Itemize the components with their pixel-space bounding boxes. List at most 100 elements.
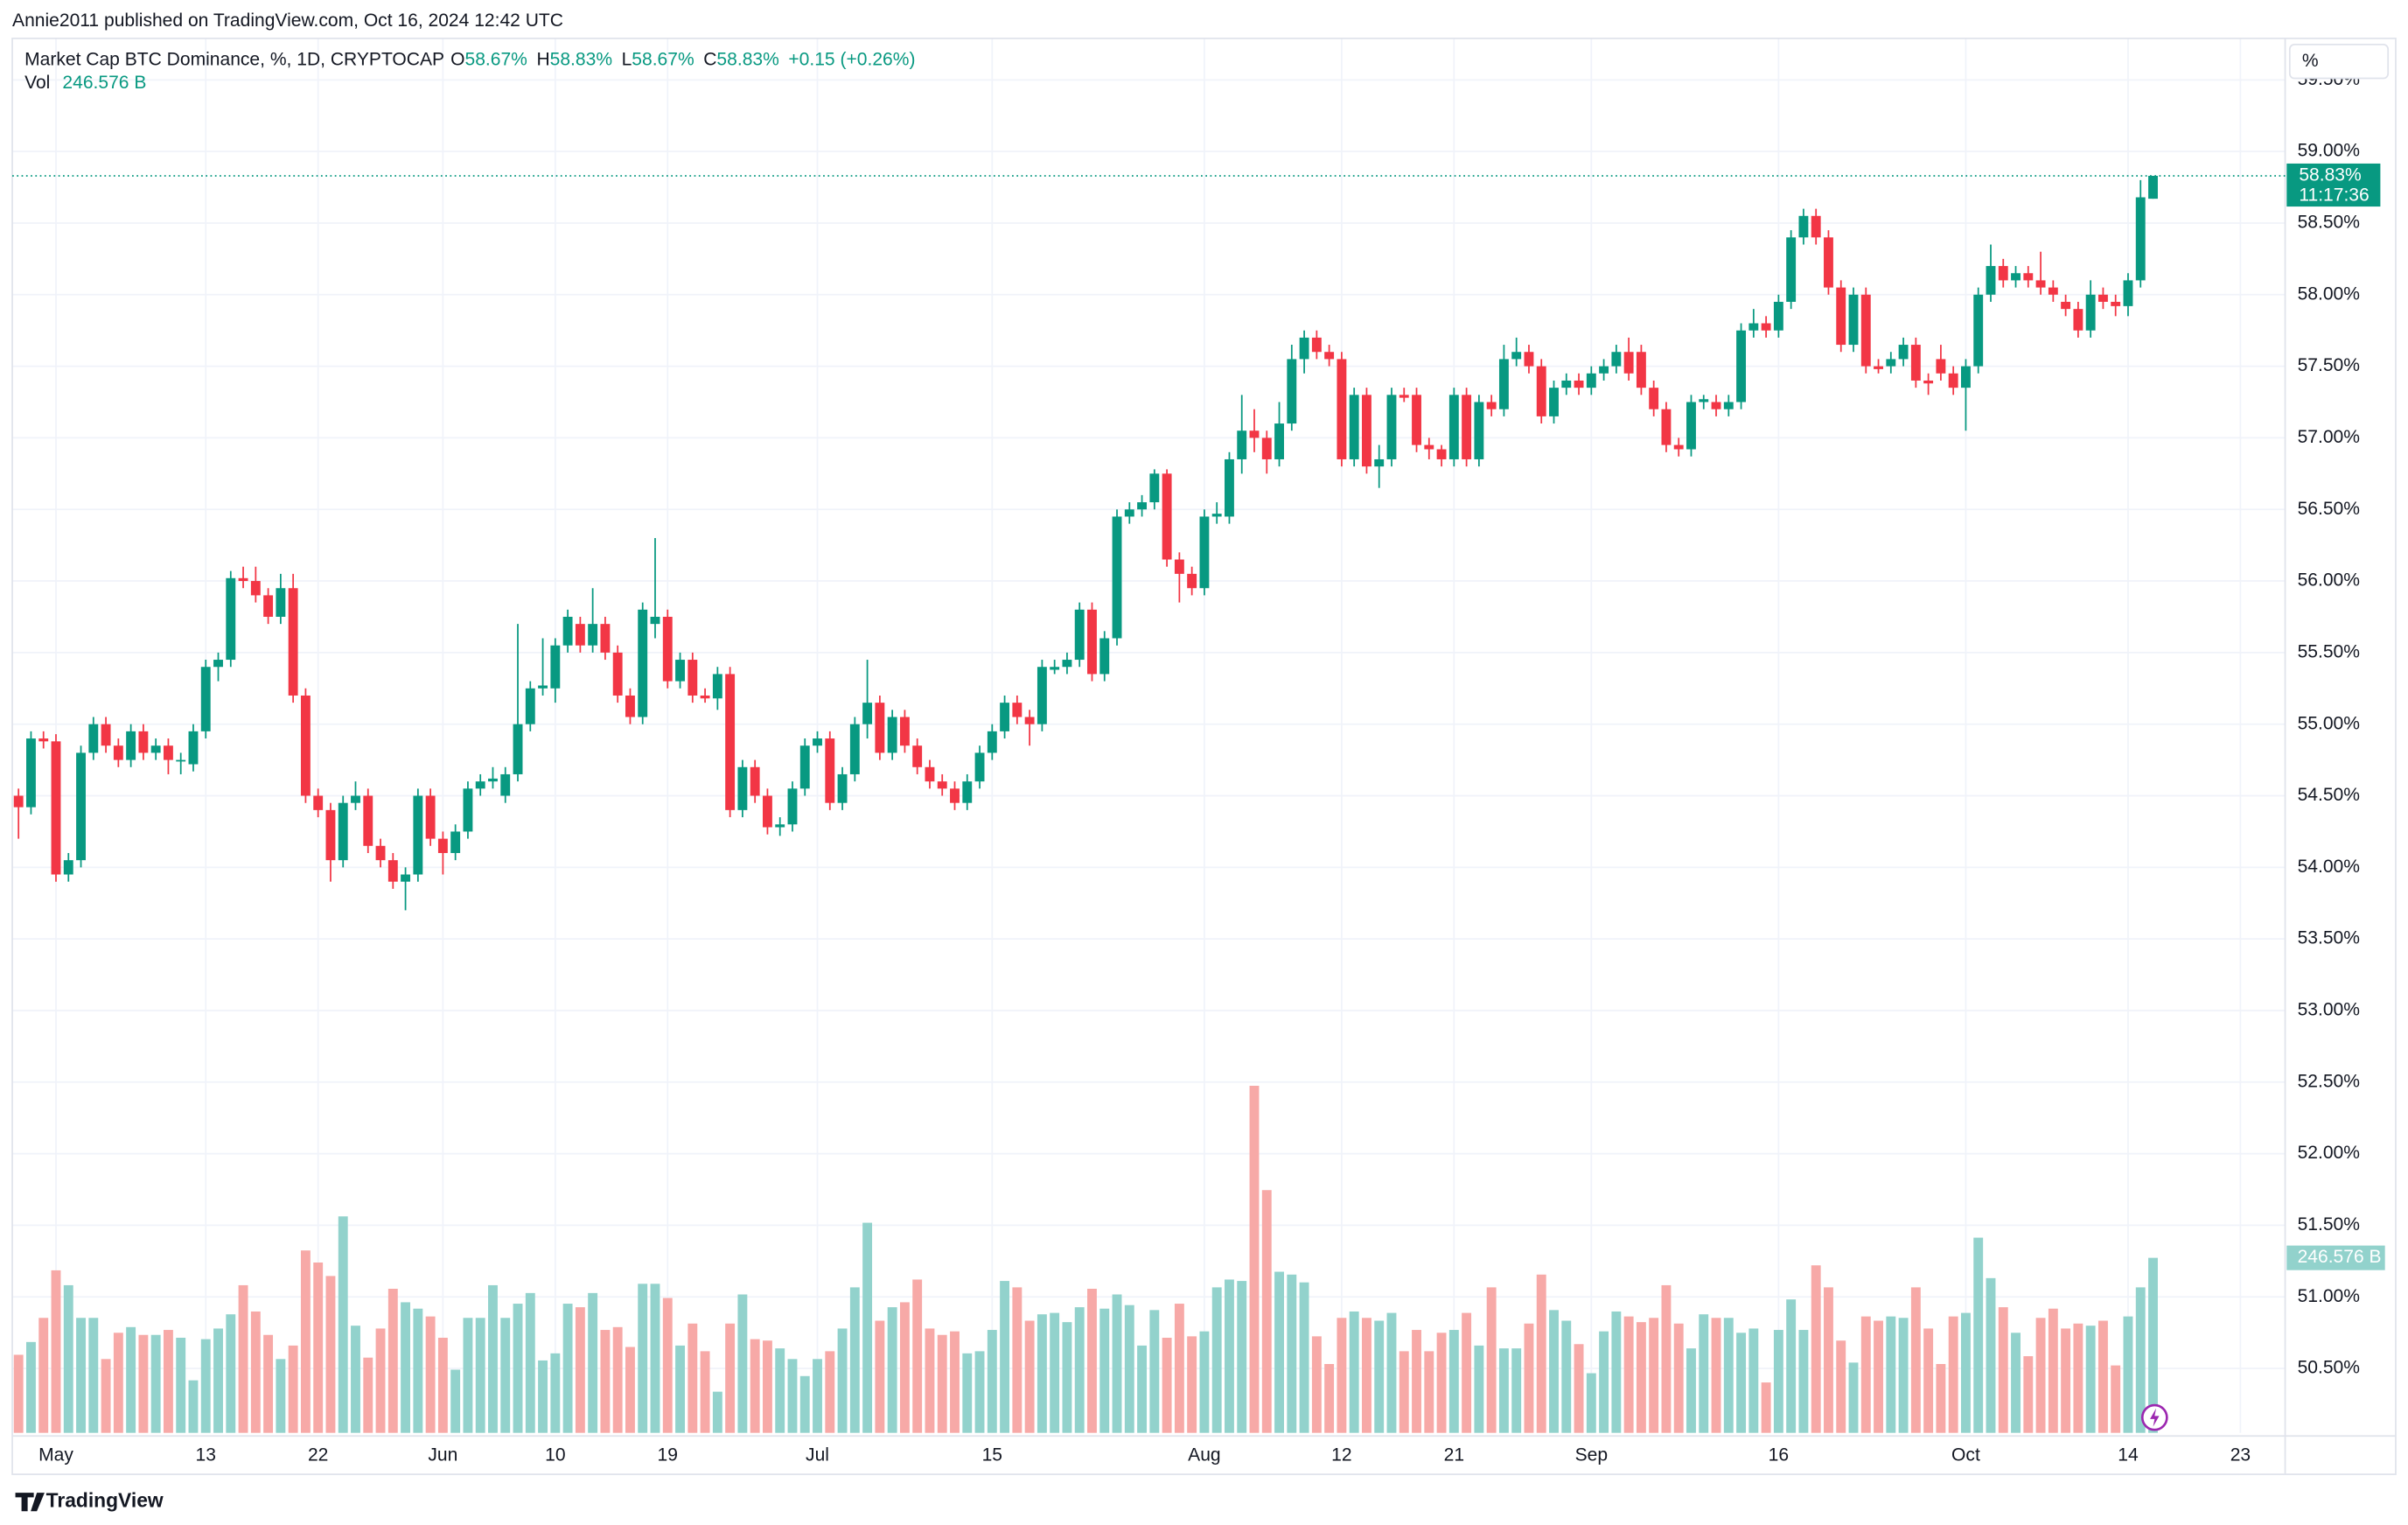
volume-bar bbox=[1549, 1310, 1559, 1433]
y-tick-label: 51.00% bbox=[2298, 1286, 2360, 1306]
volume-bar bbox=[2073, 1323, 2083, 1433]
volume-bar bbox=[1786, 1299, 1797, 1433]
candle-body bbox=[1386, 395, 1397, 459]
candle-body bbox=[375, 845, 386, 861]
volume-bar bbox=[1524, 1323, 1534, 1433]
candle-body bbox=[962, 781, 973, 803]
candle-body bbox=[238, 577, 248, 582]
y-tick-label: 59.00% bbox=[2298, 141, 2360, 161]
legend-h-label: H bbox=[536, 49, 549, 69]
candle-body bbox=[588, 624, 598, 646]
candle-body bbox=[351, 795, 360, 803]
volume-bar bbox=[200, 1339, 211, 1433]
candle-body bbox=[675, 660, 685, 682]
volume-bar bbox=[525, 1292, 535, 1433]
y-tick-label: 57.00% bbox=[2298, 427, 2360, 447]
candle-body bbox=[2148, 175, 2158, 199]
candle-body bbox=[1686, 402, 1696, 450]
volume-bar bbox=[700, 1351, 710, 1433]
volume-bar bbox=[1174, 1304, 1184, 1433]
candle-body bbox=[1699, 399, 1709, 402]
candles bbox=[13, 175, 2158, 911]
candle-body bbox=[2085, 294, 2096, 331]
volume-bar bbox=[675, 1345, 685, 1433]
candle-body bbox=[226, 577, 236, 661]
candle-body bbox=[150, 745, 161, 753]
scale-button-label[interactable]: % bbox=[2302, 51, 2319, 71]
volume-bar bbox=[2111, 1365, 2121, 1433]
candle-body bbox=[63, 860, 73, 875]
legend-o-label: O bbox=[450, 49, 464, 69]
candle-body bbox=[750, 766, 760, 796]
legend-change: +0.15 (+0.26%) bbox=[788, 49, 915, 69]
candle-body bbox=[2061, 301, 2071, 310]
scale-button[interactable] bbox=[2288, 44, 2390, 80]
volume-bar bbox=[88, 1318, 99, 1433]
legend-l-label: L bbox=[622, 49, 632, 69]
candle-body bbox=[650, 616, 660, 625]
x-tick-label: 21 bbox=[1444, 1445, 1464, 1466]
candle-body bbox=[937, 781, 947, 789]
candle-body bbox=[550, 645, 561, 689]
candle-body bbox=[2011, 273, 2021, 281]
countdown: 11:17:36 bbox=[2299, 185, 2369, 205]
volume-bar bbox=[1898, 1318, 1909, 1433]
candle-body bbox=[899, 717, 910, 746]
candle-body bbox=[2073, 309, 2083, 331]
volume-bar bbox=[1087, 1289, 1097, 1433]
candle-body bbox=[76, 752, 86, 861]
candle-body bbox=[1811, 215, 1821, 238]
candle-body bbox=[1261, 437, 1272, 459]
candle-body bbox=[1374, 458, 1385, 467]
frame bbox=[11, 38, 2397, 1475]
volume-bar bbox=[712, 1391, 722, 1433]
candle-body bbox=[413, 795, 423, 875]
candle-body bbox=[1636, 352, 1646, 388]
candle-body bbox=[38, 738, 49, 742]
candle-body bbox=[875, 703, 885, 753]
candle-body bbox=[1087, 609, 1097, 675]
candle-body bbox=[101, 724, 111, 746]
y-tick-label: 55.00% bbox=[2298, 713, 2360, 733]
volume-bar bbox=[849, 1287, 860, 1433]
volume-bar bbox=[1611, 1311, 1622, 1433]
candle-body bbox=[1848, 294, 1859, 346]
publisher-note: Annie2011 published on TradingView.com, … bbox=[12, 10, 563, 31]
candle-body bbox=[51, 741, 61, 875]
volume-bar bbox=[1973, 1237, 1984, 1433]
candle-body bbox=[737, 766, 748, 810]
lightning-glyph bbox=[2150, 1408, 2160, 1427]
brand: TradingView bbox=[46, 1489, 164, 1512]
candle-body bbox=[1074, 609, 1085, 661]
volume-bar bbox=[437, 1337, 448, 1433]
candle-body bbox=[762, 795, 772, 828]
candle-body bbox=[1874, 366, 1883, 369]
volume-bar bbox=[588, 1292, 598, 1433]
candle-body bbox=[1274, 423, 1284, 459]
volume-bar bbox=[974, 1351, 985, 1433]
candle-body bbox=[925, 766, 935, 782]
volume-bar bbox=[825, 1351, 835, 1433]
volume-bar bbox=[1112, 1294, 1122, 1433]
candle-body bbox=[1948, 373, 1958, 388]
candle-body bbox=[575, 624, 585, 646]
volume-bar bbox=[1000, 1281, 1010, 1433]
candle-body bbox=[1860, 294, 1871, 367]
legend-title: Market Cap BTC Dominance, %, 1D, CRYPTOC… bbox=[24, 49, 444, 69]
volume-bar bbox=[650, 1284, 660, 1433]
legend-l: 58.67% bbox=[632, 49, 694, 69]
volume-bar bbox=[2135, 1287, 2146, 1433]
candle-body bbox=[13, 795, 24, 808]
candle-body bbox=[338, 802, 348, 861]
candle-body bbox=[200, 667, 211, 731]
volume-bar bbox=[1050, 1312, 1060, 1433]
candle-body bbox=[1611, 352, 1622, 367]
volume-bar bbox=[1536, 1274, 1546, 1433]
volume-bar bbox=[1036, 1314, 1047, 1433]
candle-body bbox=[1973, 294, 1984, 367]
axes: 50.50% 51.00% 51.50% 52.00% 52.50% 53.00% 53.5… bbox=[12, 69, 2385, 1466]
candle-body bbox=[1137, 502, 1148, 510]
volume-bar bbox=[575, 1307, 585, 1433]
x-tick-label: Sep bbox=[1575, 1445, 1608, 1466]
